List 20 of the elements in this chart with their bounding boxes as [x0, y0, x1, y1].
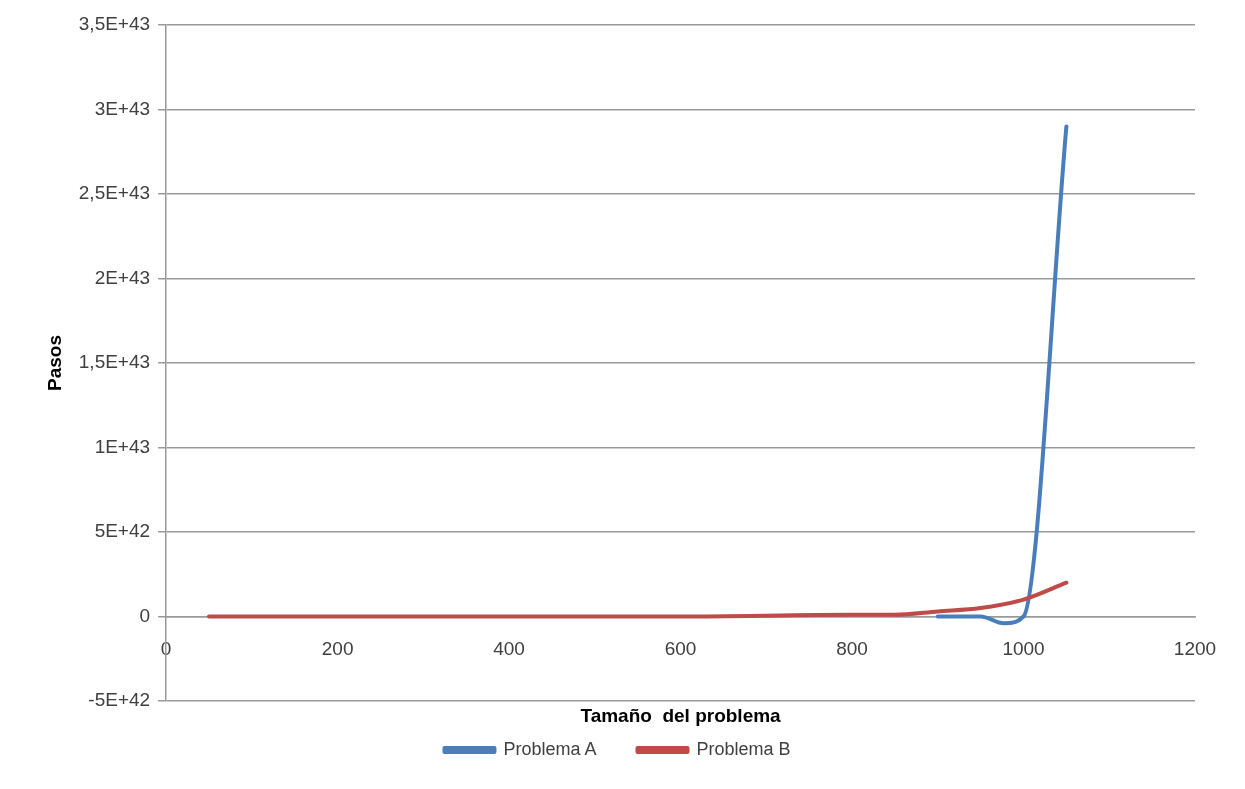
- y-tick-label: 1E+43: [94, 435, 151, 457]
- x-tick-label: 1000: [1002, 638, 1045, 660]
- y-tick-label: 3E+43: [94, 97, 151, 119]
- legend-label: Problema B: [696, 738, 791, 759]
- x-axis-title: Tamaño del problema: [580, 704, 782, 726]
- legend-label: Problema A: [503, 738, 597, 759]
- y-tick-label: -5E+42: [88, 689, 151, 711]
- y-tick-label: 1,5E+43: [78, 351, 151, 373]
- x-tick-label: 1200: [1173, 638, 1217, 660]
- y-axis-title: Pasos: [43, 335, 65, 391]
- x-tick-label: 400: [493, 638, 525, 660]
- y-tick-label: 3,5E+43: [78, 13, 151, 35]
- y-tick-label: 0: [139, 604, 151, 626]
- y-tick-label: 2,5E+43: [78, 182, 151, 204]
- x-tick-label: 200: [321, 638, 354, 660]
- x-tick-label: 600: [664, 638, 697, 660]
- x-tick-label: 800: [836, 638, 868, 660]
- y-tick-label: 2E+43: [94, 266, 151, 288]
- y-tick-label: 5E+42: [94, 520, 151, 542]
- x-tick-label: 0: [160, 638, 172, 660]
